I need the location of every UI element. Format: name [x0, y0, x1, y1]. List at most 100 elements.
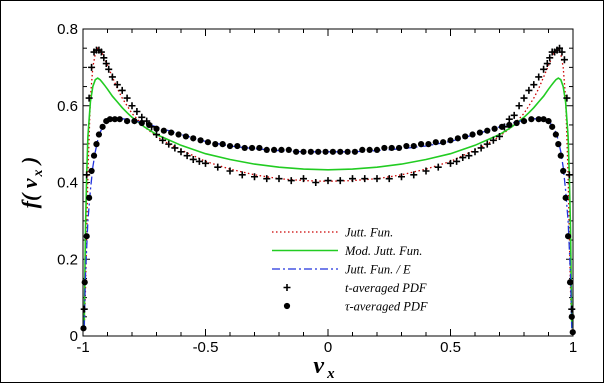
- series-3-point: [558, 48, 566, 56]
- series-4-point: [359, 146, 366, 153]
- x-tick-label: 0: [324, 339, 332, 356]
- series-4-point: [549, 123, 556, 130]
- series-3-point: [459, 154, 467, 162]
- series-3-point: [118, 86, 126, 94]
- series-3-point: [113, 81, 121, 89]
- series-4-point: [351, 148, 359, 155]
- series-4-point: [226, 142, 234, 150]
- y-tick-label: 0.4: [57, 175, 78, 192]
- series-4-point: [568, 313, 575, 320]
- series-3-point: [85, 94, 93, 102]
- series-4-point: [175, 131, 182, 138]
- series-4-point: [469, 131, 476, 138]
- series-3-point: [153, 131, 160, 139]
- series-3-point: [251, 173, 258, 181]
- x-tick-label: 0.5: [440, 339, 461, 356]
- series-3-point: [563, 94, 571, 102]
- series-3-point: [568, 305, 576, 313]
- series-4-point: [271, 146, 278, 153]
- series-3-point: [471, 148, 479, 156]
- series-4-point: [552, 131, 559, 138]
- series-4-point: [566, 279, 574, 286]
- series-4-point: [131, 118, 138, 125]
- series-3-point: [398, 173, 405, 181]
- series-4-point: [506, 121, 513, 129]
- series-4-point: [153, 125, 160, 132]
- series-4-point: [124, 118, 131, 125]
- series-4-point: [138, 119, 145, 127]
- series-4-point: [447, 137, 454, 144]
- series-4-point: [545, 118, 552, 125]
- y-axis-title-close: ): [17, 157, 42, 170]
- series-4-point: [197, 137, 204, 144]
- series-3-point: [324, 177, 332, 185]
- series-3-point: [336, 177, 344, 185]
- series-3-point: [410, 171, 418, 179]
- series-3-point: [510, 111, 518, 119]
- series-3-point: [123, 94, 131, 102]
- series-3-point: [80, 305, 88, 313]
- legend-label-0: Jutt. Fun.: [345, 226, 393, 240]
- series-4-point: [95, 131, 103, 138]
- series-3-point: [546, 54, 554, 62]
- series-4-point: [498, 123, 506, 130]
- series-4-point: [555, 141, 562, 148]
- series-4-point: [540, 116, 547, 123]
- series-3-point: [100, 54, 108, 62]
- series-4-point: [484, 127, 491, 134]
- y-tick-label: 0.2: [57, 251, 78, 268]
- series-4-point: [307, 148, 314, 155]
- series-4-point: [293, 148, 300, 155]
- series-3-point: [214, 163, 222, 171]
- series-3-point: [515, 102, 523, 110]
- legend-swatch-3: [283, 284, 291, 291]
- series-4-point: [491, 125, 498, 132]
- series-3-point: [530, 81, 538, 89]
- series-3-point: [108, 73, 116, 81]
- x-tick-label: -0.5: [193, 339, 219, 356]
- series-3-point: [202, 159, 209, 167]
- legend-label-4: τ-averaged PDF: [345, 300, 428, 314]
- series-3-point: [543, 60, 551, 68]
- series-3-point: [434, 163, 442, 171]
- series-4-point: [418, 141, 425, 148]
- x-tick-label: 1: [569, 339, 577, 356]
- series-3-point: [312, 179, 320, 186]
- series-3-point: [535, 73, 543, 81]
- y-axis-title-var: v: [17, 178, 42, 188]
- series-3-point: [477, 144, 485, 152]
- series-4-point: [81, 279, 88, 286]
- series-4-point: [80, 325, 87, 332]
- series-4-point: [337, 148, 344, 155]
- series-3-point: [128, 102, 136, 110]
- series-3-point: [105, 65, 113, 73]
- series-3-point: [349, 175, 356, 183]
- series-4-point: [528, 116, 535, 123]
- series-4-point: [454, 135, 461, 142]
- series-3-point: [165, 140, 173, 148]
- series-4-point: [560, 167, 567, 175]
- legend-label-2: Jutt. Fun. / E: [345, 263, 411, 277]
- series-4-point: [381, 144, 388, 152]
- series-3-point: [263, 175, 271, 183]
- series-4-point: [432, 139, 439, 146]
- series-4-point: [263, 146, 270, 153]
- series-3-point: [361, 175, 369, 183]
- plot-area: -1 -0.5 0 0.5 100.20.40.60.8v xf( vx )Jutt. F…: [17, 21, 577, 382]
- series-4-point: [182, 133, 189, 140]
- series-4-point: [410, 142, 417, 150]
- series-4-point: [373, 146, 381, 153]
- series-3-point: [385, 175, 393, 183]
- legend-label-1: Mod. Jutt. Fun.: [344, 244, 422, 258]
- series-line-1: [83, 77, 573, 329]
- series-4-point: [366, 146, 373, 153]
- x-axis-title-sub: x: [326, 366, 335, 382]
- series-3-point: [183, 152, 191, 160]
- series-3-point: [195, 157, 203, 165]
- series-4-point: [315, 148, 322, 155]
- series-3-point: [447, 159, 454, 167]
- series-4-point: [278, 146, 285, 153]
- series-3-point: [138, 113, 146, 121]
